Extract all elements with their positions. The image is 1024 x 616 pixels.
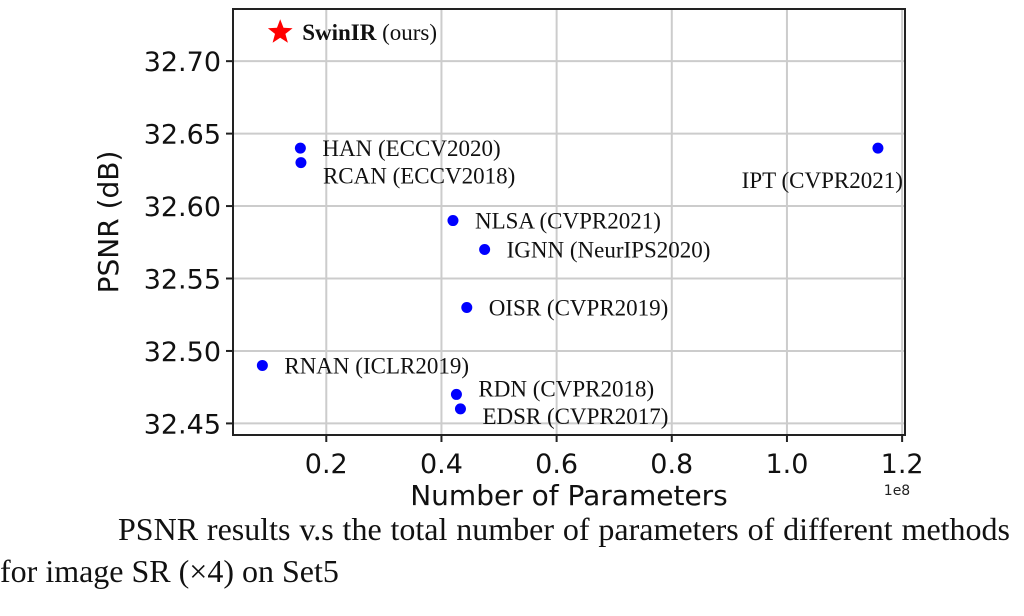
point-marker (256, 359, 268, 371)
point-label: RCAN (ECCV2018) (323, 164, 515, 189)
caption-text: PSNR results v.s the total number of par… (0, 511, 1010, 589)
psnr-vs-params-chart: 0.2 0.4 0.6 0.8 1.0 1.2 32.45 32.50 32.55 32.60 32… (92, 8, 924, 510)
point-marker (450, 388, 462, 400)
y-tick-label: 32.60 (144, 192, 221, 223)
point-label-name: SwinIR (302, 20, 377, 45)
point-label: NLSA (CVPR2021) (475, 209, 661, 234)
y-tick-label: 32.50 (144, 337, 221, 368)
point-marker (447, 215, 459, 227)
x-tick-label: 0.2 (305, 449, 348, 480)
point-label: EDSR (CVPR2017) (482, 404, 668, 429)
y-tick-label: 32.65 (144, 120, 221, 151)
y-tick-label: 32.55 (144, 265, 221, 296)
point-label: OISR (CVPR2019) (489, 295, 669, 320)
figure-caption: PSNR results v.s the total number of par… (0, 508, 1010, 592)
point-marker (454, 403, 466, 415)
y-axis-label: PSNR (dB) (92, 151, 125, 294)
x-tick-label: 0.8 (650, 449, 693, 480)
star-marker (267, 19, 293, 43)
point-marker (461, 301, 473, 313)
x-tick-label: 1.0 (765, 449, 808, 480)
point-label: SwinIR (ours) (302, 20, 437, 45)
y-tick-label: 32.45 (144, 409, 221, 440)
point-label: RDN (CVPR2018) (478, 376, 654, 401)
point-marker (479, 244, 491, 256)
x-tick-label: 0.6 (535, 449, 578, 480)
x-tick-label: 1.2 (881, 449, 924, 480)
point-label: RNAN (ICLR2019) (284, 353, 469, 378)
point-label: IGNN (NeurIPS2020) (507, 238, 711, 263)
point-label: IPT (CVPR2021) (742, 168, 903, 193)
point-marker (295, 157, 307, 169)
point-marker (294, 142, 306, 154)
x-tick-label: 0.4 (420, 449, 463, 480)
point-label: HAN (ECCV2020) (322, 136, 500, 161)
point-marker (872, 142, 884, 154)
point-label-suffix: (ours) (376, 20, 437, 45)
x-offset-label: 1e8 (884, 483, 910, 499)
plot-frame (232, 8, 906, 436)
y-tick-label: 32.70 (144, 47, 221, 78)
x-axis-label: Number of Parameters (410, 479, 728, 510)
